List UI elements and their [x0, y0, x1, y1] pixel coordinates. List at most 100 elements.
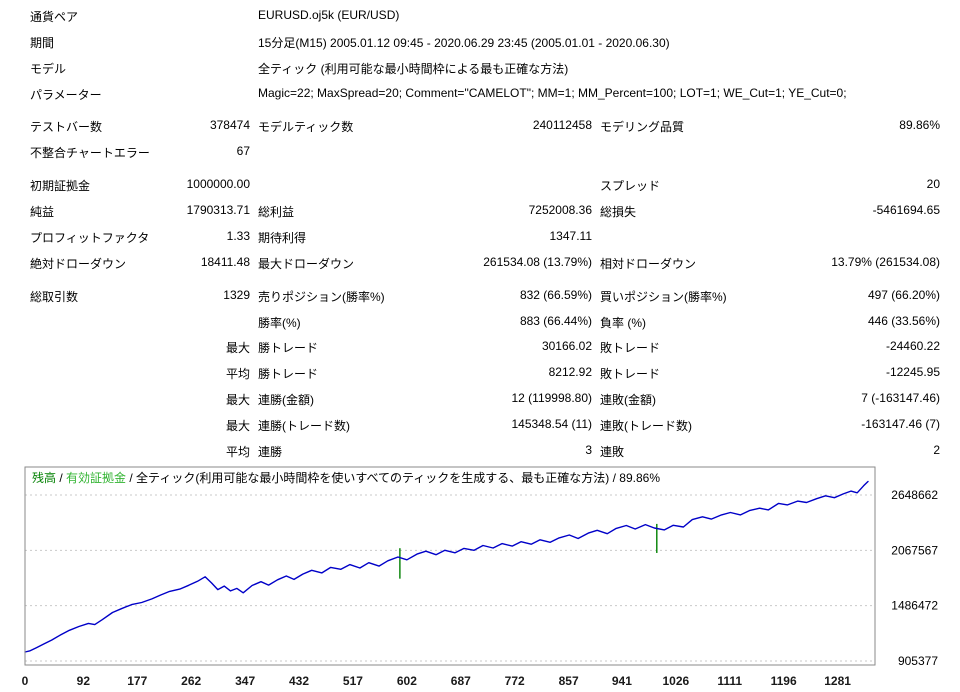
cell-value: 18411.48: [200, 255, 250, 269]
cell-value: 全ティック (利用可能な最小時間枠による最も正確な方法): [258, 62, 569, 76]
cell-label: 相対ドローダウン: [600, 257, 697, 271]
row-largest-trade: 最大 勝トレード 30166.02 敗トレード -24460.22: [0, 339, 960, 357]
x-tick-label: 347: [235, 674, 255, 688]
row-mismatched-errors: 不整合チャートエラー 67: [0, 144, 960, 162]
cell-value: 1347.11: [549, 229, 593, 243]
cell-label: モデリング品質: [600, 120, 685, 134]
cell-value: -12245.95: [885, 365, 940, 379]
x-tick-label: 602: [397, 674, 417, 688]
row-symbol: 通貨ペア EURUSD.oj5k (EUR/USD): [0, 8, 960, 26]
cell-label: 総利益: [258, 205, 295, 219]
cell-label: 勝率(%): [258, 316, 301, 330]
x-tick-label: 262: [181, 674, 201, 688]
row-net-profit: 純益 1790313.71 総利益 7252008.36 総損失 -546169…: [0, 203, 960, 221]
row-average-consecutive: 平均 連勝 3 連敗 2: [0, 443, 960, 461]
balance-label: 残高: [32, 471, 57, 485]
cell-value: 8212.92: [548, 365, 592, 379]
cell-label: 期間: [30, 36, 55, 50]
cell-label: 平均: [225, 367, 250, 381]
row-drawdown: 絶対ドローダウン 18411.48 最大ドローダウン 261534.08 (13…: [0, 255, 960, 273]
cell-value: 20: [926, 177, 940, 191]
cell-label: 期待利得: [258, 231, 307, 245]
cell-value: 3: [585, 443, 592, 457]
cell-label: テストバー数: [30, 120, 103, 134]
cell-label: 連勝: [258, 445, 283, 459]
cell-value: 446 (33.56%): [867, 314, 940, 328]
plot-border: [24, 466, 876, 666]
cell-label: プロフィットファクタ: [30, 231, 150, 245]
y-tick-label: 1486472: [891, 599, 938, 613]
cell-label: 買いポジション(勝率%): [600, 290, 727, 304]
cell-label: 総損失: [600, 205, 637, 219]
cell-value: -24460.22: [885, 339, 940, 353]
cell-label: 勝トレード: [258, 367, 319, 381]
row-win-loss-rate: 勝率(%) 883 (66.44%) 負率 (%) 446 (33.56%): [0, 314, 960, 332]
cell-label: 売りポジション(勝率%): [258, 290, 385, 304]
cell-label: 敗トレード: [600, 341, 661, 355]
cell-label: 最大: [225, 393, 250, 407]
balance-chart: 2648662 2067567 1486472 905377 0 92 177 262 347 4…: [0, 460, 960, 692]
title-separator: /: [56, 471, 67, 485]
cell-label: パラメーター: [30, 88, 102, 102]
equity-label: 有効証拠金: [66, 471, 127, 485]
cell-label: 初期証拠金: [30, 179, 91, 193]
cell-label: 連敗(トレード数): [600, 419, 692, 433]
x-tick-label: 772: [505, 674, 525, 688]
cell-label: 連敗(金額): [600, 393, 656, 407]
cell-value: 832 (66.59%): [519, 288, 592, 302]
row-parameters: パラメーター Magic=22; MaxSpread=20; Comment="…: [0, 86, 960, 104]
cell-value: 67: [236, 144, 250, 158]
y-tick-label: 905377: [898, 654, 938, 668]
cell-value: 1790313.71: [186, 203, 250, 217]
cell-value: Magic=22; MaxSpread=20; Comment="CAMELOT…: [258, 86, 847, 100]
cell-value: 7 (-163147.46): [861, 391, 940, 405]
cell-label: 連勝(金額): [258, 393, 314, 407]
row-profit-factor: プロフィットファクタ 1.33 期待利得 1347.11: [0, 229, 960, 247]
cell-value: 7252008.36: [528, 203, 592, 217]
row-max-consecutive-count: 最大 連勝(トレード数) 145348.54 (11) 連敗(トレード数) -1…: [0, 417, 960, 435]
row-bars-tested: テストバー数 378474 モデルティック数 240112458 モデリング品質…: [0, 118, 960, 136]
cell-value: EURUSD.oj5k (EUR/USD): [258, 8, 400, 22]
cell-value: 12 (119998.80): [511, 391, 592, 405]
cell-value: 13.79% (261534.08): [831, 255, 940, 269]
cell-label: 純益: [30, 205, 55, 219]
cell-label: 負率 (%): [600, 316, 646, 330]
cell-label: 連敗: [600, 445, 625, 459]
cell-value: 240112458: [532, 118, 592, 132]
cell-value: 89.86%: [899, 118, 940, 132]
cell-label: スプレッド: [600, 179, 661, 193]
cell-label: 敗トレード: [600, 367, 661, 381]
cell-value: 883 (66.44%): [519, 314, 592, 328]
x-tick-label: 0: [22, 674, 29, 688]
row-period: 期間 15分足(M15) 2005.01.12 09:45 - 2020.06.…: [0, 34, 960, 52]
x-tick-label: 517: [343, 674, 363, 688]
x-tick-label: 432: [289, 674, 309, 688]
row-model: モデル 全ティック (利用可能な最小時間枠による最も正確な方法): [0, 60, 960, 78]
x-tick-label: 857: [559, 674, 579, 688]
cell-value: 2: [933, 443, 940, 457]
cell-label: モデルティック数: [258, 120, 354, 134]
balance-line: [24, 480, 869, 653]
model-method-label: / 全ティック(利用可能な最小時間枠を使いすべてのティックを生成する、最も正確な…: [126, 471, 660, 485]
cell-label: 不整合チャートエラー: [30, 146, 150, 160]
x-tick-label: 1196: [771, 674, 797, 688]
cell-label: 連勝(トレード数): [258, 419, 350, 433]
x-tick-label: 177: [127, 674, 147, 688]
chart-canvas: 2648662 2067567 1486472 905377 0 92 177 262 347 4…: [22, 466, 938, 688]
row-total-trades: 総取引数 1329 売りポジション(勝率%) 832 (66.59%) 買いポジ…: [0, 288, 960, 306]
y-tick-label: 2067567: [891, 543, 938, 557]
cell-value: 378474: [209, 118, 250, 132]
cell-label: 最大ドローダウン: [258, 257, 355, 271]
x-tick-label: 941: [612, 674, 632, 688]
cell-label: 最大: [225, 341, 250, 355]
x-tick-label: 1026: [662, 674, 689, 688]
cell-label: モデル: [30, 62, 67, 76]
x-tick-label: 687: [451, 674, 471, 688]
cell-value: 497 (66.20%): [867, 288, 940, 302]
cell-label: 最大: [225, 419, 250, 433]
cell-value: 261534.08 (13.79%): [483, 255, 592, 269]
cell-value: -163147.46 (7): [861, 417, 940, 431]
row-average-trade: 平均 勝トレード 8212.92 敗トレード -12245.95: [0, 365, 960, 383]
cell-value: -5461694.65: [872, 203, 940, 217]
